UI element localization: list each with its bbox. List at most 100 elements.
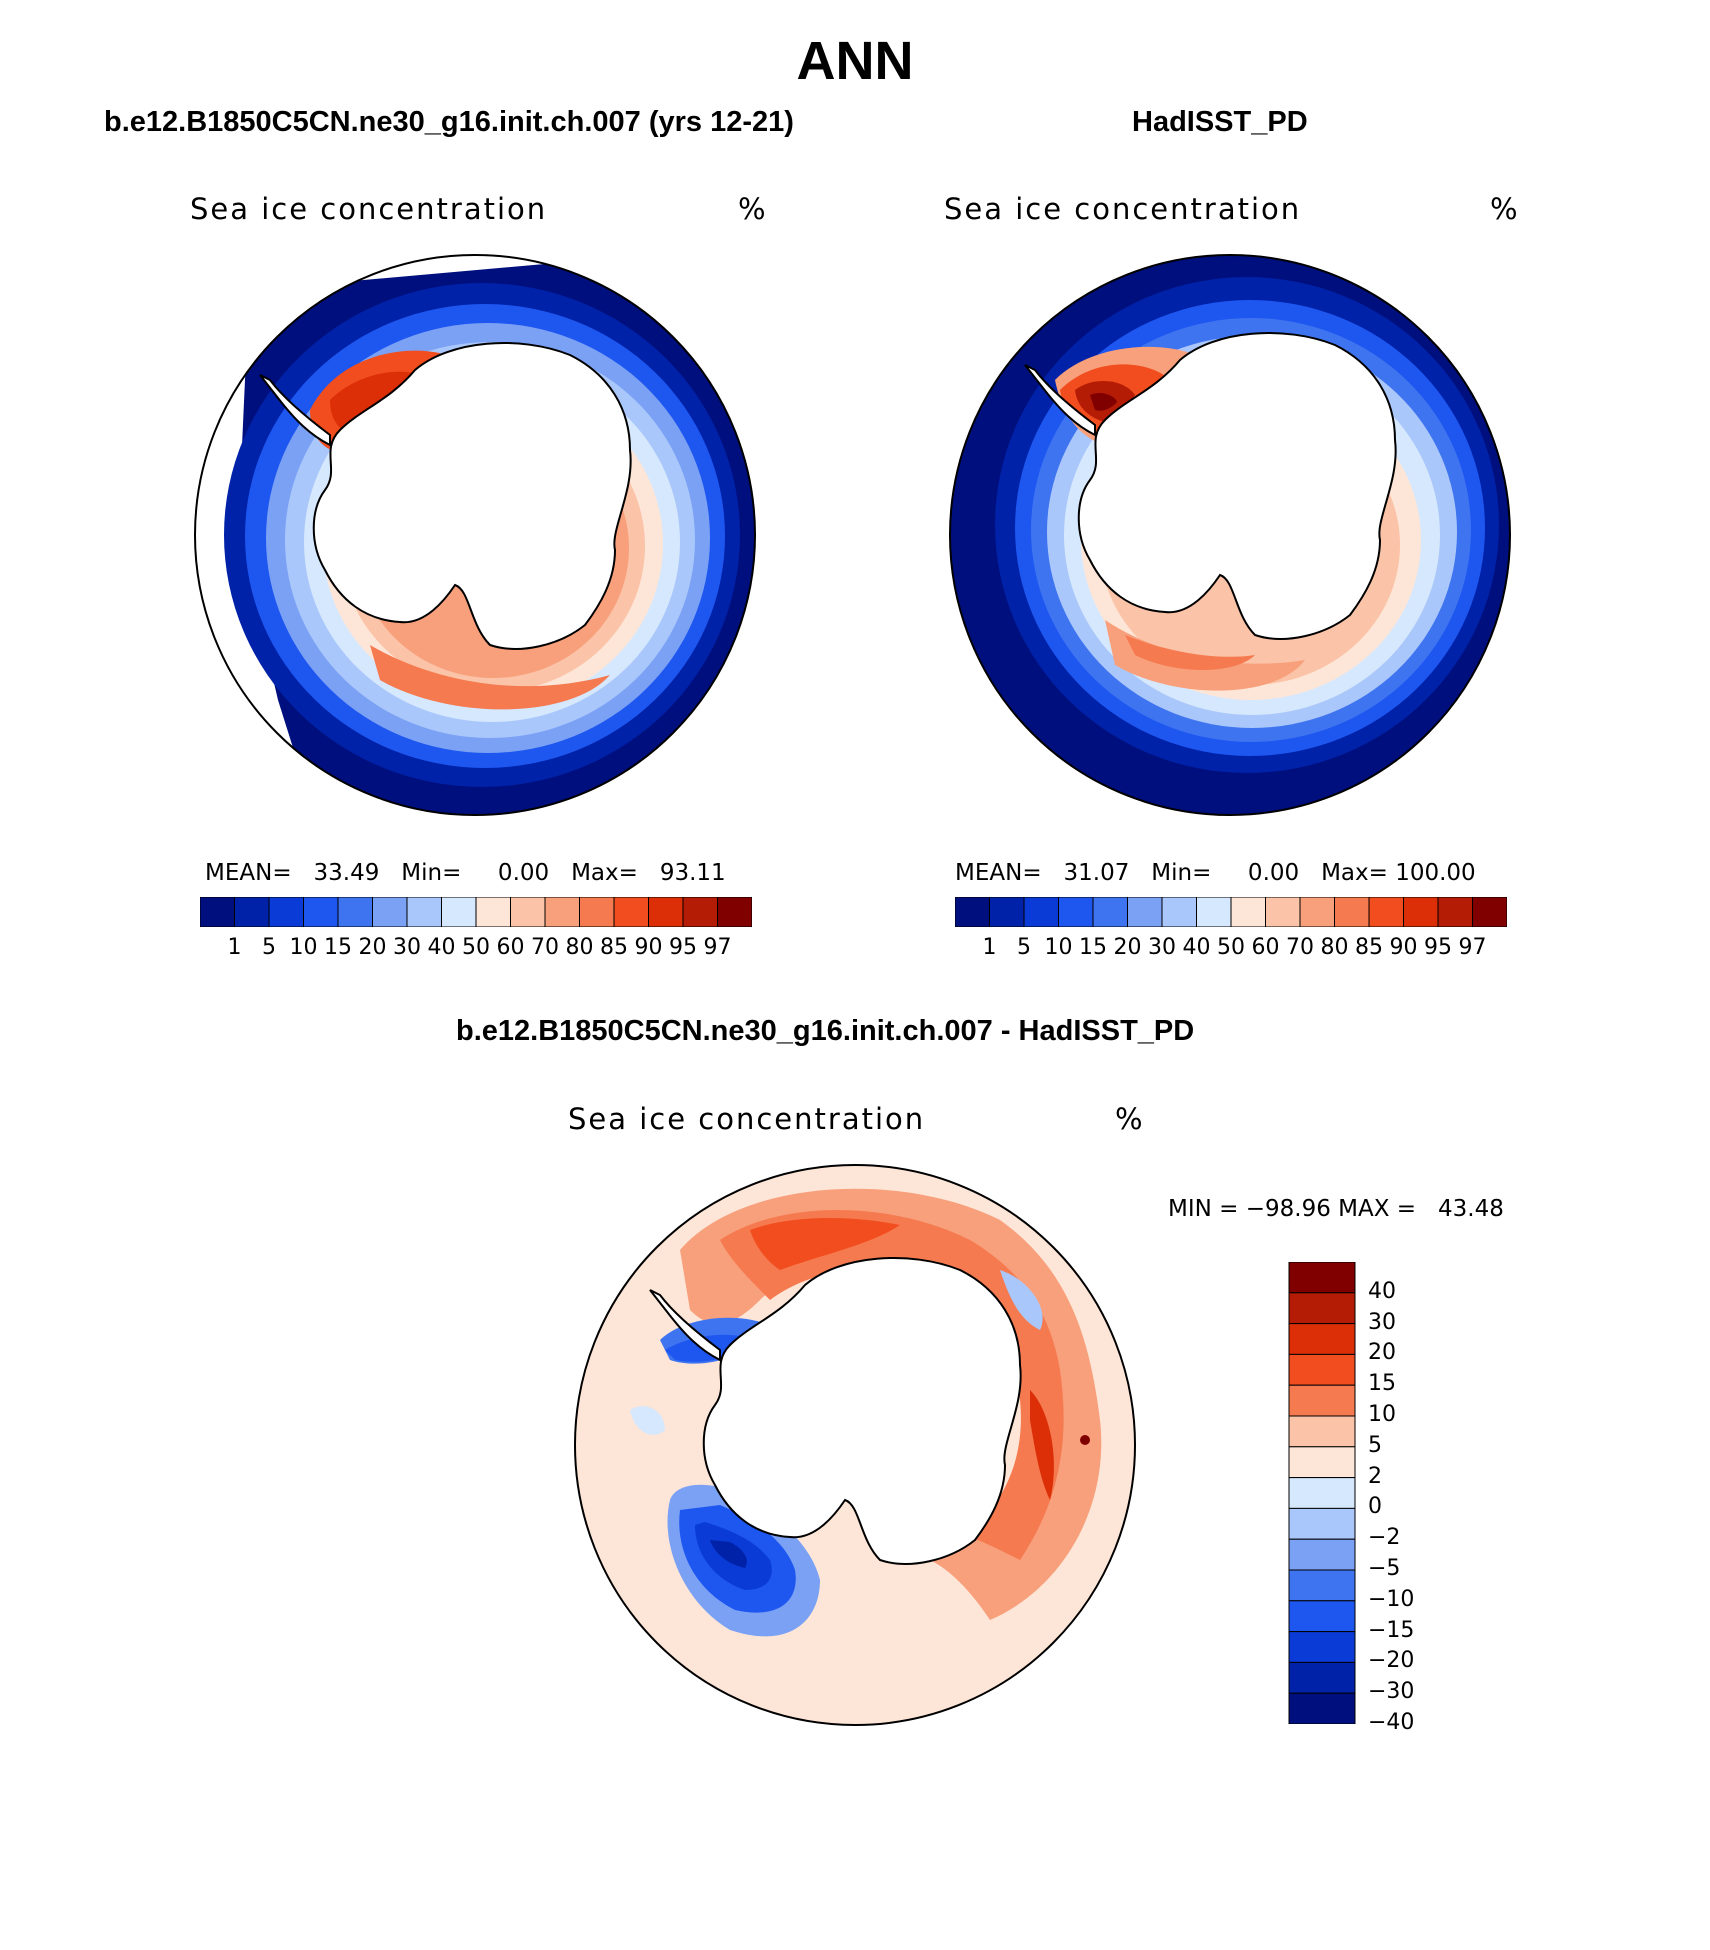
panel-2-colorbar-swatch bbox=[1196, 897, 1232, 927]
panel-1-colorbar-swatch bbox=[648, 897, 684, 927]
panel-1-colorbar-swatch bbox=[544, 897, 580, 927]
difference-units-label: % bbox=[1115, 1102, 1145, 1136]
difference-variable-label: Sea ice concentration bbox=[568, 1102, 926, 1136]
difference-colorbar-tick-label: 40 bbox=[1368, 1278, 1396, 1304]
panel-1-colorbar-swatch bbox=[717, 897, 752, 927]
panel-2-colorbar-swatch bbox=[955, 897, 990, 927]
difference-colorbar-tick-label: −15 bbox=[1368, 1617, 1415, 1643]
panel-2-colorbar-tick-label: 50 bbox=[1217, 935, 1245, 960]
difference-colorbar-tick-label: −30 bbox=[1368, 1679, 1415, 1705]
panel-1-colorbar-tick-label: 97 bbox=[703, 935, 732, 960]
panel-2-stats: MEAN= 31.07 Min= 0.00 Max= 100.00 bbox=[955, 860, 1476, 886]
difference-colorbar-tick-label: −2 bbox=[1368, 1525, 1401, 1551]
panel-2-colorbar-swatch bbox=[989, 897, 1025, 927]
panel-1-stats: MEAN= 33.49 Min= 0.00 Max= 93.11 bbox=[205, 860, 726, 886]
panel-2-colorbar-swatch bbox=[1092, 897, 1128, 927]
difference-colorbar-ticks: 40 30 20 15 10 5 2 0 −2 −5 −10 −15 −20 −30 −40 bbox=[1368, 1262, 1458, 1735]
panel-2-colorbar-tick-label: 1 bbox=[982, 935, 997, 960]
panel-1-colorbar-swatch bbox=[268, 897, 304, 927]
difference-colorbar-tick-label: 5 bbox=[1368, 1432, 1382, 1458]
panel-1-colorbar-tick-label: 80 bbox=[565, 935, 594, 960]
difference-colorbar-tick-label: 10 bbox=[1368, 1402, 1396, 1427]
panel-2-colorbar-swatch bbox=[1265, 897, 1301, 927]
panel-1-colorbar-swatch bbox=[475, 897, 511, 927]
panel-2-colorbar-swatch bbox=[1403, 897, 1439, 927]
difference-colorbar-tick-label: −10 bbox=[1368, 1586, 1415, 1612]
panel-2-colorbar-tick-label: 60 bbox=[1251, 935, 1280, 960]
panel-2-colorbar-tick-label: 85 bbox=[1355, 935, 1383, 960]
panel-1-colorbar-swatch bbox=[234, 897, 270, 927]
panel-1-colorbar-tick-label: 40 bbox=[427, 935, 456, 960]
panel-1-colorbar-swatch bbox=[406, 897, 442, 927]
panel-2-colorbar-swatch bbox=[1437, 897, 1473, 927]
panel-1-colorbar-swatch bbox=[613, 897, 649, 927]
panel-2-colorbar-ticks: 1 5 10 15 20 30 40 50 60 70 80 85 90 95 97 bbox=[955, 935, 1507, 963]
panel-2-colorbar-tick-label: 30 bbox=[1148, 935, 1176, 960]
difference-colorbar-tick-label: −40 bbox=[1368, 1710, 1415, 1735]
panel-2-colorbar-tick-label: 40 bbox=[1182, 935, 1211, 960]
panel-1-colorbar-tick-label: 15 bbox=[324, 935, 352, 960]
difference-colorbar-swatch bbox=[1288, 1631, 1356, 1663]
panel-2-colorbar-swatch bbox=[1127, 897, 1163, 927]
panel-1-colorbar-tick-label: 95 bbox=[669, 935, 697, 960]
panel-2-units-label: % bbox=[1490, 192, 1520, 226]
main-title: ANN bbox=[796, 31, 914, 91]
difference-colorbar-swatch bbox=[1288, 1446, 1356, 1479]
panel-1-colorbar-swatch bbox=[510, 897, 546, 927]
difference-colorbar-tick-label: −20 bbox=[1368, 1648, 1415, 1674]
panel-1-colorbar-tick-label: 1 bbox=[227, 935, 242, 960]
difference-colorbar-swatch bbox=[1288, 1538, 1356, 1571]
difference-stats: MIN = −98.96 MAX = 43.48 bbox=[1168, 1196, 1504, 1222]
difference-polar-map bbox=[574, 1164, 1136, 1726]
difference-colorbar-tick-label: 2 bbox=[1368, 1463, 1382, 1489]
difference-colorbar-tick-label: 30 bbox=[1368, 1309, 1396, 1335]
difference-colorbar-swatch bbox=[1288, 1323, 1356, 1355]
panel-2-colorbar-swatch bbox=[1023, 897, 1059, 927]
panel-1-colorbar-swatch bbox=[441, 897, 477, 927]
panel-2-colorbar-tick-label: 95 bbox=[1424, 935, 1452, 960]
difference-colorbar-tick-label: 20 bbox=[1368, 1340, 1396, 1366]
panel-2-colorbar-tick-label: 15 bbox=[1079, 935, 1107, 960]
panel-1-polar-map bbox=[194, 254, 756, 816]
difference-colorbar-swatch bbox=[1288, 1569, 1356, 1602]
panel-2-colorbar-swatch bbox=[1058, 897, 1094, 927]
panel-1-colorbar-tick-label: 20 bbox=[358, 935, 387, 960]
panel-2-colorbar bbox=[955, 897, 1507, 927]
difference-colorbar-swatch bbox=[1288, 1292, 1356, 1325]
panel-1-colorbar-swatch bbox=[337, 897, 373, 927]
panel-1-colorbar-swatch bbox=[303, 897, 339, 927]
difference-subtitle: b.e12.B1850C5CN.ne30_g16.init.ch.007 - H… bbox=[456, 1015, 1195, 1047]
panel-1-colorbar-swatch bbox=[682, 897, 718, 927]
panel-1-colorbar bbox=[200, 897, 752, 927]
panel-2-colorbar-swatch bbox=[1161, 897, 1197, 927]
panel-2-colorbar-tick-label: 97 bbox=[1458, 935, 1487, 960]
panel-1-colorbar-tick-label: 85 bbox=[600, 935, 628, 960]
difference-colorbar-swatch bbox=[1288, 1477, 1356, 1509]
panel-2-colorbar-tick-label: 70 bbox=[1286, 935, 1314, 960]
panel-2-variable-label: Sea ice concentration bbox=[944, 192, 1302, 226]
panel-2-colorbar-swatch bbox=[1368, 897, 1404, 927]
panel-2-colorbar-swatch bbox=[1472, 897, 1507, 927]
panel-1-colorbar-ticks: 1 5 10 15 20 30 40 50 60 70 80 85 90 95 97 bbox=[200, 935, 752, 963]
difference-colorbar-swatch bbox=[1288, 1600, 1356, 1633]
panel-1-colorbar-tick-label: 50 bbox=[462, 935, 490, 960]
panel-2-colorbar-swatch bbox=[1334, 897, 1370, 927]
panel-2-colorbar-tick-label: 5 bbox=[1017, 935, 1031, 960]
panel-2-colorbar-tick-label: 10 bbox=[1044, 935, 1073, 960]
panel-2-polar-map bbox=[949, 254, 1511, 816]
difference-colorbar-tick-label: −5 bbox=[1368, 1556, 1401, 1581]
panel-1-subtitle: b.e12.B1850C5CN.ne30_g16.init.ch.007 (yr… bbox=[104, 106, 794, 138]
panel-1-colorbar-tick-label: 5 bbox=[262, 935, 276, 960]
panel-1-colorbar-tick-label: 10 bbox=[289, 935, 318, 960]
difference-colorbar-tick-label: 0 bbox=[1368, 1494, 1382, 1520]
difference-colorbar-swatch bbox=[1288, 1692, 1356, 1724]
difference-colorbar-tick-label: 15 bbox=[1368, 1371, 1396, 1397]
panel-1-colorbar-tick-label: 60 bbox=[496, 935, 525, 960]
panel-1-units-label: % bbox=[738, 192, 768, 226]
panel-2-colorbar-tick-label: 90 bbox=[1389, 935, 1418, 960]
panel-2-colorbar-tick-label: 80 bbox=[1320, 935, 1349, 960]
panel-2-subtitle: HadISST_PD bbox=[1132, 106, 1308, 138]
panel-2-colorbar-swatch bbox=[1299, 897, 1335, 927]
panel-1-variable-label: Sea ice concentration bbox=[190, 192, 548, 226]
difference-colorbar-swatch bbox=[1288, 1415, 1356, 1448]
